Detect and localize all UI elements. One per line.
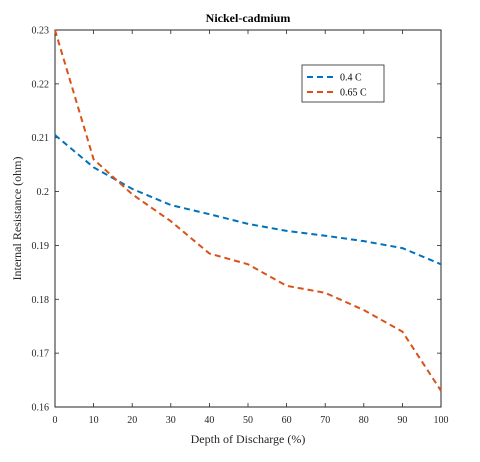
x-tick-label: 80 bbox=[359, 415, 369, 426]
y-tick-label: 0.2 bbox=[37, 187, 50, 198]
x-tick-label: 50 bbox=[243, 415, 253, 426]
x-tick-label: 70 bbox=[320, 415, 330, 426]
chart-title: Nickel-cadmium bbox=[206, 11, 291, 25]
y-tick-label: 0.23 bbox=[32, 26, 50, 37]
data-point bbox=[324, 292, 326, 294]
data-point bbox=[208, 213, 210, 215]
y-tick-label: 0.17 bbox=[32, 349, 50, 360]
axis-ticks: 0 10 20 30 40 50 60 70 80 90 100 0.16 0.17 0.18 0.19 0.… bbox=[32, 26, 449, 427]
data-point bbox=[54, 29, 56, 31]
data-point bbox=[170, 220, 172, 222]
x-tick-label: 100 bbox=[434, 415, 449, 426]
x-axis-title: Depth of Discharge (%) bbox=[191, 432, 306, 446]
legend: 0.4 C 0.65 C bbox=[301, 64, 385, 103]
data-point bbox=[440, 390, 442, 392]
legend-box bbox=[301, 64, 385, 103]
data-point bbox=[131, 193, 133, 195]
data-point bbox=[247, 263, 249, 265]
data-point bbox=[286, 285, 288, 287]
x-tick-label: 40 bbox=[204, 415, 214, 426]
y-tick-label: 0.19 bbox=[32, 241, 50, 252]
series-group bbox=[54, 29, 442, 392]
y-axis-title: Internal Resistance (ohm) bbox=[10, 157, 24, 281]
y-tick-label: 0.18 bbox=[32, 295, 50, 306]
data-point bbox=[363, 309, 365, 311]
data-point bbox=[93, 166, 95, 168]
x-tick-label: 30 bbox=[166, 415, 176, 426]
y-tick-label: 0.21 bbox=[32, 133, 50, 144]
x-tick-label: 0 bbox=[53, 415, 58, 426]
data-point bbox=[131, 188, 133, 190]
data-point bbox=[401, 247, 403, 249]
series-line-2 bbox=[54, 29, 442, 392]
data-point bbox=[363, 240, 365, 242]
data-point bbox=[54, 134, 56, 136]
x-tick-label: 10 bbox=[89, 415, 99, 426]
data-point bbox=[247, 223, 249, 225]
y-tick-label: 0.22 bbox=[32, 79, 50, 90]
legend-label-1: 0.4 C bbox=[340, 73, 362, 84]
series-line-1 bbox=[54, 134, 442, 266]
y-tick-label: 0.16 bbox=[32, 403, 50, 414]
legend-label-2: 0.65 C bbox=[340, 88, 367, 99]
x-tick-label: 60 bbox=[282, 415, 292, 426]
data-point bbox=[401, 331, 403, 333]
data-point bbox=[93, 158, 95, 160]
x-tick-label: 90 bbox=[397, 415, 407, 426]
data-point bbox=[324, 235, 326, 237]
x-tick-label: 20 bbox=[127, 415, 137, 426]
data-point bbox=[440, 263, 442, 265]
data-point bbox=[170, 204, 172, 206]
data-point bbox=[208, 253, 210, 255]
data-point bbox=[286, 230, 288, 232]
